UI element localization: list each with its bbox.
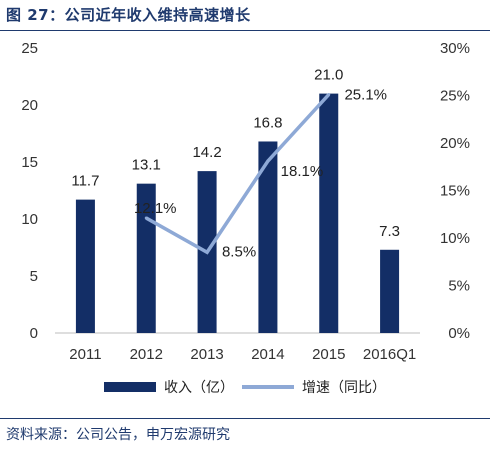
left-axis: 0 5 10 15 20 25 [21,40,38,342]
source-divider [0,418,490,419]
line-series [144,93,331,255]
bar [380,249,400,333]
figure-title: 图 27：公司近年收入维持高速增长 [6,6,251,24]
bar-value-label: 13.1 [132,157,161,174]
left-tick-label: 5 [30,268,38,285]
right-tick-label: 10% [440,230,470,247]
line-value-label: 8.5% [222,243,256,260]
bar [258,141,278,333]
line-point [144,216,148,220]
right-tick-label: 25% [440,88,470,105]
x-tick-label: 2015 [312,346,345,363]
right-tick-label: 15% [440,183,470,200]
growth-line [145,93,331,255]
x-tick-label: 2012 [130,346,163,363]
bar-value-label: 21.0 [314,67,343,84]
line-point [266,159,270,163]
bar-series [75,93,400,333]
left-tick-label: 20 [21,97,38,114]
bar-data-labels: 11.7 13.1 14.2 16.8 21.0 7.3 [71,67,400,240]
right-tick-label: 5% [448,278,470,295]
line-value-label: 18.1% [281,163,324,180]
bar-value-label: 7.3 [379,223,400,240]
x-tick-label: 2016Q1 [363,346,416,363]
right-tick-label: 30% [440,40,470,57]
x-axis: 2011 2012 2013 2014 2015 2016Q1 [69,346,416,363]
left-tick-label: 10 [21,211,38,228]
right-axis: 0% 5% 10% 15% 20% 25% 30% [440,40,470,342]
right-tick-label: 0% [448,325,470,342]
bar [75,199,95,333]
line-value-label: 12.1% [134,200,177,217]
left-tick-label: 0 [30,325,38,342]
bar-value-label: 11.7 [71,173,99,190]
bar-value-label: 14.2 [192,144,221,161]
right-tick-label: 20% [440,135,470,152]
legend-bar-label: 收入（亿） [164,380,234,396]
bar [319,93,339,333]
source-note: 资料来源：公司公告，申万宏源研究 [6,427,230,443]
line-value-label: 25.1% [344,87,387,104]
legend-bar-swatch [104,382,156,392]
legend: 收入（亿） 增速（同比） [104,380,386,396]
legend-line-label: 增速（同比） [302,380,386,396]
title-divider [0,30,490,31]
x-tick-label: 2011 [69,346,101,363]
bar-value-label: 16.8 [253,114,282,131]
line-data-labels: 12.1% 8.5% 18.1% 25.1% [134,87,387,261]
left-tick-label: 15 [21,154,38,171]
x-tick-label: 2014 [251,346,284,363]
line-point [205,250,209,254]
x-tick-label: 2013 [190,346,223,363]
left-tick-label: 25 [21,40,38,57]
line-point [327,93,331,97]
